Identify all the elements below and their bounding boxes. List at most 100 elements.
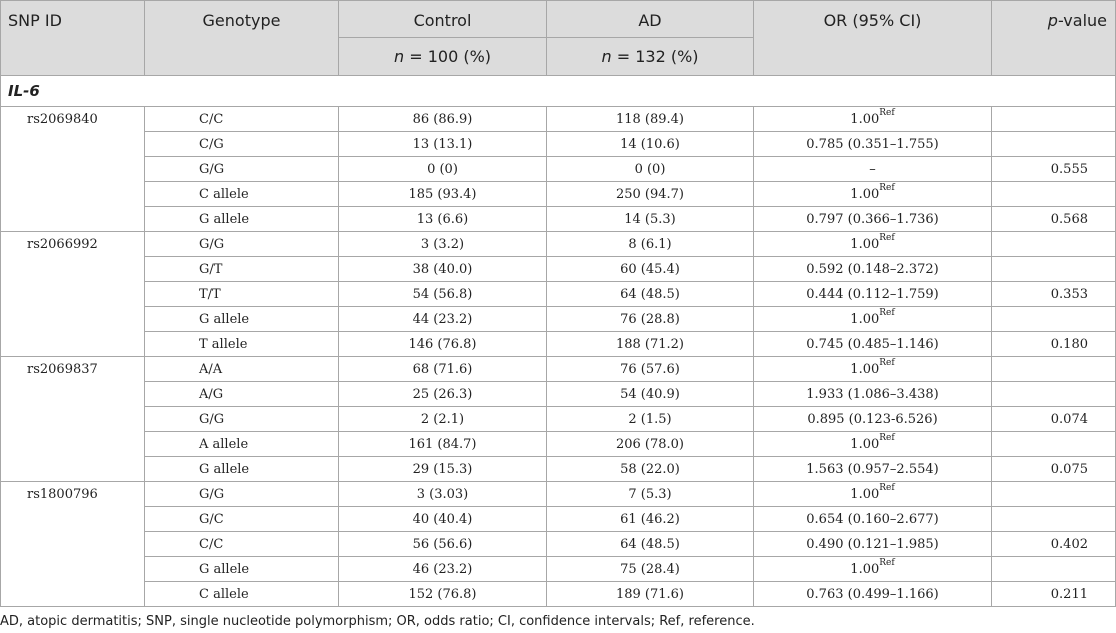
header-control: Control xyxy=(338,0,547,38)
genotype-cell: A/G xyxy=(144,381,339,407)
or-cell: 0.895 (0.123-6.526) xyxy=(753,406,992,432)
control-cell: 2 (2.1) xyxy=(338,406,547,432)
or-cell: 0.785 (0.351–1.755) xyxy=(753,131,992,157)
or-value: 1.00 xyxy=(850,361,880,377)
or-cell: 1.00Ref xyxy=(753,431,992,457)
header-control-n: n = 100 (%) xyxy=(338,37,547,76)
table-row: G/C 40 (40.4) 61 (46.2) 0.654 (0.160–2.677) xyxy=(1,506,1116,532)
or-cell: 1.00Ref xyxy=(753,306,992,332)
ad-cell: 75 (28.4) xyxy=(546,556,754,582)
control-cell: 13 (6.6) xyxy=(338,206,547,232)
snp-id-cell: rs1800796 xyxy=(0,481,145,607)
or-value: 1.00 xyxy=(850,561,880,577)
control-cell: 25 (26.3) xyxy=(338,381,547,407)
genotype-cell: G allele xyxy=(144,306,339,332)
or-value: 1.563 (0.957–2.554) xyxy=(806,461,939,477)
genotype-cell: T allele xyxy=(144,331,339,357)
ad-cell: 58 (22.0) xyxy=(546,456,754,482)
header-snp-id: SNP ID xyxy=(0,0,145,76)
p-value-cell: 0.402 xyxy=(991,531,1116,557)
or-cell: 0.797 (0.366–1.736) xyxy=(753,206,992,232)
control-cell: 3 (3.2) xyxy=(338,231,547,257)
p-value-cell xyxy=(991,431,1116,457)
or-cell: 1.563 (0.957–2.554) xyxy=(753,456,992,482)
or-value: 0.444 (0.112–1.759) xyxy=(806,286,939,302)
genotype-cell: C/C xyxy=(144,531,339,557)
header-or: OR (95% CI) xyxy=(753,0,992,76)
header-ad-n: n = 132 (%) xyxy=(546,37,754,76)
or-cell: 1.00Ref xyxy=(753,481,992,507)
snp-id-cell: rs2066992 xyxy=(0,231,145,357)
or-cell: 1.933 (1.086–3.438) xyxy=(753,381,992,407)
p-value-cell: 0.074 xyxy=(991,406,1116,432)
p-value-cell xyxy=(991,481,1116,507)
header-ad-n-label: n xyxy=(601,47,612,66)
or-value: 0.895 (0.123-6.526) xyxy=(807,411,938,427)
p-value-cell: 0.353 xyxy=(991,281,1116,307)
ad-cell: 8 (6.1) xyxy=(546,231,754,257)
genotype-cell: G/G xyxy=(144,156,339,182)
ref-superscript: Ref xyxy=(879,107,895,118)
or-cell: 0.745 (0.485–1.146) xyxy=(753,331,992,357)
or-cell: 1.00Ref xyxy=(753,231,992,257)
ad-cell: 61 (46.2) xyxy=(546,506,754,532)
table-row: T/T 54 (56.8) 64 (48.5) 0.444 (0.112–1.759)… xyxy=(1,281,1116,307)
control-cell: 38 (40.0) xyxy=(338,256,547,282)
p-value-cell xyxy=(991,356,1116,382)
header-p-rest: -value xyxy=(1057,11,1107,30)
control-cell: 68 (71.6) xyxy=(338,356,547,382)
header-p-value: p-value xyxy=(991,0,1116,76)
table-row: G allele 46 (23.2) 75 (28.4) 1.00Ref xyxy=(1,556,1116,582)
section-row: IL-6 xyxy=(0,75,1116,107)
p-value-cell xyxy=(991,306,1116,332)
table-row: C allele 152 (76.8) 189 (71.6) 0.763 (0.499… xyxy=(1,581,1116,607)
control-cell: 56 (56.6) xyxy=(338,531,547,557)
genotype-cell: A allele xyxy=(144,431,339,457)
or-cell: 0.490 (0.121–1.985) xyxy=(753,531,992,557)
ref-superscript: Ref xyxy=(879,182,895,193)
ad-cell: 64 (48.5) xyxy=(546,281,754,307)
p-value-cell xyxy=(991,506,1116,532)
table-row: rs2069837 A/A 68 (71.6) 76 (57.6) 1.00Ref xyxy=(0,356,1116,482)
table-row: rs2069840 C/C 86 (86.9) 118 (89.4) 1.00Ref xyxy=(0,106,1116,232)
genotype-cell: C/C xyxy=(144,106,339,132)
genotype-cell: A/A xyxy=(144,356,339,382)
or-cell: 1.00Ref xyxy=(753,556,992,582)
genotype-cell: G/G xyxy=(144,481,339,507)
ad-cell: 54 (40.9) xyxy=(546,381,754,407)
control-cell: 40 (40.4) xyxy=(338,506,547,532)
ad-cell: 250 (94.7) xyxy=(546,181,754,207)
control-cell: 3 (3.03) xyxy=(338,481,547,507)
header-control-n-value: = 100 (%) xyxy=(404,47,492,66)
snp-id-cell: rs2069840 xyxy=(0,106,145,232)
header-p-italic: p xyxy=(1047,11,1058,30)
table-row: G/T 38 (40.0) 60 (45.4) 0.592 (0.148–2.372) xyxy=(1,256,1116,282)
p-value-cell: 0.211 xyxy=(991,581,1116,607)
ref-superscript: Ref xyxy=(879,357,895,368)
control-cell: 29 (15.3) xyxy=(338,456,547,482)
genotype-cell: G/C xyxy=(144,506,339,532)
ad-cell: 60 (45.4) xyxy=(546,256,754,282)
or-value: 0.745 (0.485–1.146) xyxy=(806,336,939,352)
or-value: 1.00 xyxy=(850,436,880,452)
ref-superscript: Ref xyxy=(879,557,895,568)
or-value: 0.797 (0.366–1.736) xyxy=(806,211,939,227)
table-row: G allele 13 (6.6) 14 (5.3) 0.797 (0.366–1.7… xyxy=(1,206,1116,232)
control-cell: 86 (86.9) xyxy=(338,106,547,132)
or-value: 0.785 (0.351–1.755) xyxy=(806,136,939,152)
or-value: 0.654 (0.160–2.677) xyxy=(806,511,939,527)
control-cell: 146 (76.8) xyxy=(338,331,547,357)
genotype-cell: C/G xyxy=(144,131,339,157)
ad-cell: 76 (28.8) xyxy=(546,306,754,332)
ref-superscript: Ref xyxy=(879,232,895,243)
or-cell: 1.00Ref xyxy=(753,356,992,382)
table-row: rs1800796 G/G 3 (3.03) 7 (5.3) 1.00Ref xyxy=(0,481,1116,607)
p-value-cell xyxy=(991,256,1116,282)
header-control-n-label: n xyxy=(393,47,405,66)
ad-cell: 2 (1.5) xyxy=(546,406,754,432)
ad-cell: 188 (71.2) xyxy=(546,331,754,357)
genotype-cell: G/G xyxy=(144,406,339,432)
genotype-cell: C allele xyxy=(144,181,339,207)
ad-cell: 76 (57.6) xyxy=(546,356,754,382)
table-body: IL-6 rs2069840 C/C 86 (86.9) 118 (89.4) 1.00… xyxy=(0,75,1116,607)
